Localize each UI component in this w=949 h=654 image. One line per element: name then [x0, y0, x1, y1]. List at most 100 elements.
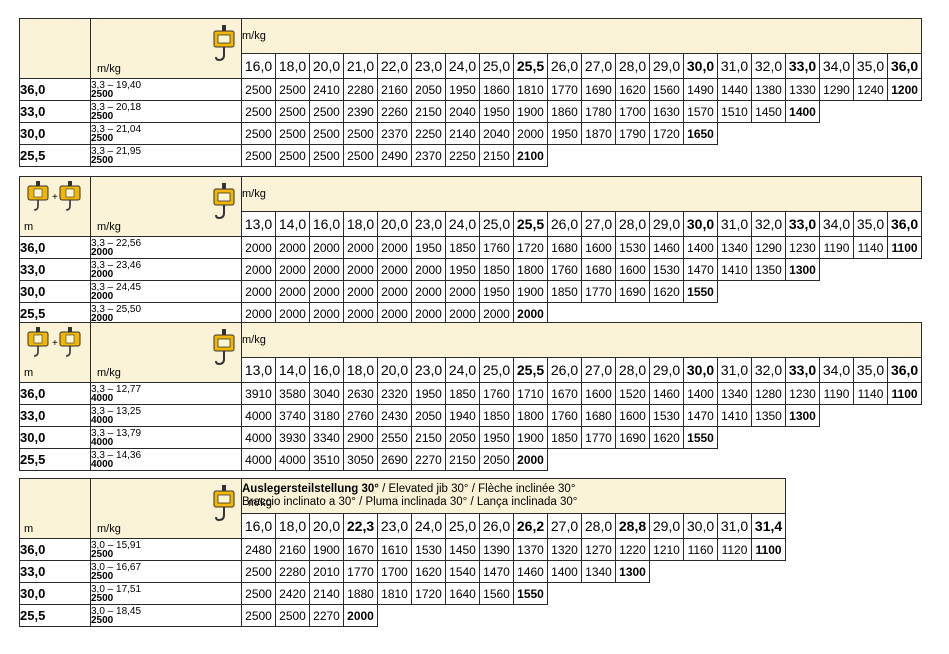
radius-header: 23,0: [411, 357, 446, 383]
capacity-cell: 2000: [377, 236, 412, 259]
empty-cell: [785, 280, 820, 303]
empty-cell: [853, 100, 888, 123]
empty-cell: [717, 560, 752, 583]
radius-header: 16,0: [241, 513, 276, 539]
radius-header: 25,0: [445, 513, 480, 539]
empty-cell: [853, 426, 888, 449]
radius-header: 18,0: [275, 53, 310, 79]
capacity-cell: 2500: [275, 78, 310, 101]
radius-header: 18,0: [343, 357, 378, 383]
capacity-cell: 1410: [717, 404, 752, 427]
radius-header: 32,0: [751, 211, 786, 237]
corner-m-label: m: [24, 221, 34, 233]
capacity-cell: 1380: [751, 78, 786, 101]
capacity-cell: 1140: [853, 236, 888, 259]
radius-row: 13,0 14,0 16,0 18,0 20,0 23,0 24,0 25,0 25,5 26,0…: [20, 211, 923, 237]
table-row: 36,0 3,0 – 15,91 2500 2480 2160 1900 1670 1610 1…: [19, 538, 787, 561]
max-load: 4000: [91, 436, 114, 448]
capacity-cell: 2270: [411, 448, 446, 471]
capacity-cell: 1650: [683, 122, 718, 145]
single-hook-icon: [213, 485, 235, 530]
empty-cell: [853, 144, 888, 167]
empty-cell: [819, 122, 854, 145]
boom-length: 25,5: [19, 448, 91, 471]
range-cell: 3,0 – 18,45 2500: [90, 604, 242, 627]
empty-cell: [853, 302, 888, 325]
capacity-cell: 2000: [275, 258, 310, 281]
empty-cell: [785, 302, 820, 325]
boom-length: 33,0: [19, 560, 91, 583]
load-table-3: + m m/kg m/kg 13,0 14,0 16,0 18,0 20,0 23,0 24…: [19, 322, 923, 471]
empty-cell: [683, 560, 718, 583]
capacity-cell: 1390: [479, 538, 514, 561]
capacity-cell: 3740: [275, 404, 310, 427]
capacity-cell: 1850: [445, 236, 480, 259]
capacity-cell: 2250: [411, 122, 446, 145]
capacity-cell: 2500: [241, 122, 276, 145]
range-cell: 3,3 – 21,95 2500: [90, 144, 242, 167]
capacity-cell: 1100: [886, 382, 923, 405]
empty-cell: [819, 426, 854, 449]
radius-header: 14,0: [275, 357, 310, 383]
radius-header: 14,0: [275, 211, 310, 237]
capacity-cell: 1210: [649, 538, 684, 561]
radius-header: 18,0: [275, 513, 310, 539]
capacity-cell: 2000: [343, 258, 378, 281]
boom-length: 30,0: [19, 582, 91, 605]
capacity-cell: 1630: [649, 100, 684, 123]
capacity-cell: 1200: [886, 78, 923, 101]
radius-range: 3,3 – 21,04: [91, 123, 142, 135]
empty-cell: [853, 448, 888, 471]
empty-cell: [785, 426, 820, 449]
empty-cell: [717, 122, 752, 145]
empty-cell: [887, 258, 922, 281]
capacity-cell: 4000: [275, 448, 310, 471]
empty-cell: [819, 280, 854, 303]
capacity-cell: 2430: [377, 404, 412, 427]
capacity-cell: 2500: [241, 582, 276, 605]
radius-header: 33,0: [785, 53, 820, 79]
empty-cell: [785, 448, 820, 471]
capacity-cell: 2150: [411, 426, 446, 449]
corner-mkg-label: m/kg: [97, 221, 121, 233]
boom-length: 36,0: [19, 236, 91, 259]
empty-cell: [649, 582, 684, 605]
capacity-cell: 1870: [581, 122, 616, 145]
capacity-cell: 1190: [819, 236, 854, 259]
radius-header: 31,0: [717, 53, 752, 79]
boom-length: 33,0: [19, 258, 91, 281]
capacity-cell: 1490: [683, 78, 718, 101]
radius-header: 34,0: [819, 357, 854, 383]
capacity-cell: 1230: [785, 382, 820, 405]
max-load: 2000: [91, 246, 114, 258]
empty-cell: [547, 448, 582, 471]
radius-header: 28,8: [615, 513, 650, 539]
boom-length: 36,0: [19, 382, 91, 405]
max-load: 2000: [91, 290, 114, 302]
svg-text:+: +: [52, 192, 58, 203]
capacity-cell: 2000: [241, 236, 276, 259]
radius-header: 29,0: [649, 53, 684, 79]
capacity-cell: 2000: [275, 236, 310, 259]
capacity-cell: 1460: [649, 236, 684, 259]
radius-header: 29,0: [649, 357, 684, 383]
capacity-cell: 1950: [547, 122, 582, 145]
radius-header: 27,0: [581, 211, 616, 237]
capacity-cell: 1560: [479, 582, 514, 605]
boom-length: 36,0: [19, 78, 91, 101]
radius-header: 34,0: [819, 53, 854, 79]
max-load: 2500: [91, 614, 114, 626]
capacity-cell: 2000: [479, 302, 514, 325]
corner-mkg-label: m/kg: [97, 367, 121, 379]
capacity-cell: 1460: [649, 382, 684, 405]
radius-header: 25,5: [513, 211, 548, 237]
boom-length: 30,0: [19, 122, 91, 145]
max-load: 2000: [91, 312, 114, 324]
capacity-cell: 1620: [649, 426, 684, 449]
radius-header: 31,0: [717, 513, 752, 539]
radius-header: 23,0: [411, 53, 446, 79]
capacity-cell: 2500: [309, 122, 344, 145]
corner-cell: + m: [19, 322, 91, 383]
radius-header: 35,0: [853, 357, 888, 383]
capacity-cell: 2410: [309, 78, 344, 101]
